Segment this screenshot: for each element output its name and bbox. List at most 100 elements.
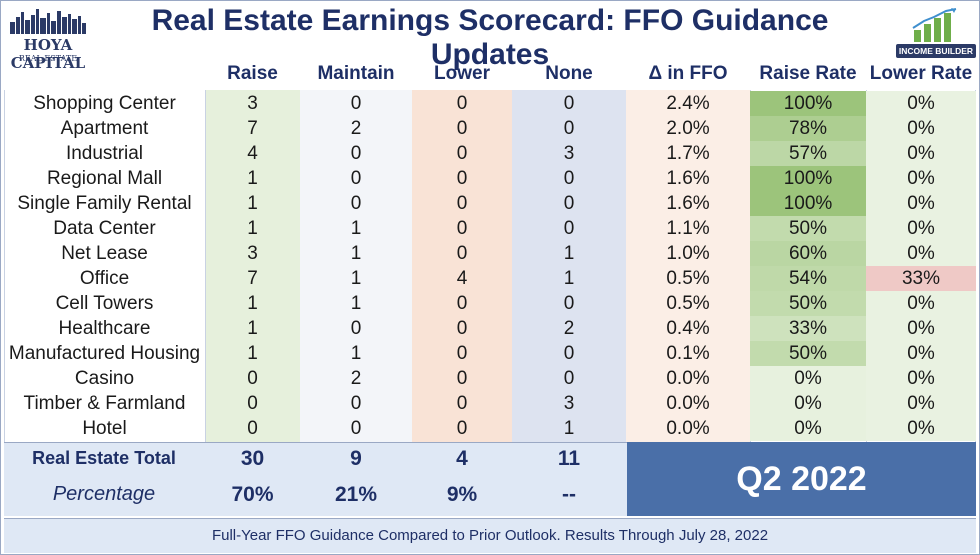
- raise-column-bg: [205, 90, 300, 442]
- cell-lower: 0: [456, 368, 468, 389]
- cell-delta: 0.0%: [666, 418, 710, 439]
- cell-none: 0: [563, 193, 575, 214]
- cell-maintain: 1: [350, 243, 362, 264]
- cell-raise-rate: 0%: [794, 393, 822, 414]
- cell-maintain: 1: [350, 293, 362, 314]
- cell-raise-rate: 100%: [783, 93, 833, 114]
- cell-maintain: 2: [350, 118, 362, 139]
- cell-raise-rate: 0%: [794, 368, 822, 389]
- cell-none: 1: [563, 243, 575, 264]
- lower-rate-shade: [866, 266, 976, 291]
- cell-none: 0: [563, 368, 575, 389]
- cell-none: 0: [563, 93, 575, 114]
- cell-raise: 3: [247, 93, 258, 114]
- cell-lower-rate: 0%: [907, 143, 935, 164]
- lower-rate-shade: [866, 116, 976, 141]
- cell-raise: 0: [247, 368, 258, 389]
- pct-none: --: [562, 483, 576, 506]
- cell-maintain: 2: [350, 368, 362, 389]
- cell-raise-rate: 78%: [788, 118, 828, 139]
- table-row: Hotel 0 0 0 1 0.0% 0% 0%: [0, 416, 976, 441]
- delta-column-bg: [626, 90, 750, 442]
- lower-rate-shade: [866, 391, 976, 416]
- cell-delta: 1.6%: [666, 168, 710, 189]
- lower-rate-shade: [866, 366, 976, 391]
- table-row: Regional Mall 1 0 0 0 1.6% 100% 0%: [0, 166, 976, 191]
- lower-rate-shade: [866, 91, 976, 116]
- cell-none: 3: [563, 143, 575, 164]
- cell-sector: Industrial: [65, 143, 144, 164]
- cell-lower-rate: 33%: [901, 268, 941, 289]
- cell-lower-rate: 0%: [907, 93, 935, 114]
- cell-raise: 1: [247, 168, 258, 189]
- cell-maintain: 0: [350, 143, 362, 164]
- cell-raise: 7: [247, 268, 258, 289]
- cell-raise-rate: 50%: [788, 218, 828, 239]
- cell-raise-rate: 57%: [788, 143, 828, 164]
- table-row: Timber & Farmland 0 0 0 3 0.0% 0% 0%: [0, 391, 976, 416]
- cell-lower: 0: [456, 293, 468, 314]
- cell-delta: 1.1%: [666, 218, 710, 239]
- cell-delta: 2.0%: [666, 118, 710, 139]
- cell-delta: 0.4%: [666, 318, 710, 339]
- lower-rate-shade: [866, 291, 976, 316]
- cell-raise-rate: 50%: [788, 343, 828, 364]
- cell-raise-rate: 33%: [788, 318, 828, 339]
- raise-rate-shade: [750, 91, 866, 116]
- raise-rate-shade: [750, 116, 866, 141]
- cell-lower: 0: [456, 168, 468, 189]
- cell-delta: 1.0%: [666, 243, 710, 264]
- header-lower-rate: Lower Rate: [869, 63, 973, 84]
- cell-lower-rate: 0%: [907, 318, 935, 339]
- cell-sector: Office: [79, 268, 130, 289]
- cell-maintain: 0: [350, 393, 362, 414]
- cell-maintain: 0: [350, 193, 362, 214]
- period-badge: Q2 2022: [627, 442, 976, 516]
- cell-raise-rate: 100%: [783, 168, 833, 189]
- cell-delta: 0.1%: [666, 343, 710, 364]
- cell-lower-rate: 0%: [907, 393, 935, 414]
- header-raise-rate: Raise Rate: [759, 63, 857, 84]
- hoya-capital-logo: HOYA CAPITAL REAL ESTATE: [8, 8, 88, 72]
- cell-lower: 0: [456, 218, 468, 239]
- lower-rate-shade: [866, 166, 976, 191]
- header-delta-ffo: Δ in FFO: [648, 63, 728, 84]
- cell-none: 0: [563, 118, 575, 139]
- logo-subtitle: REAL ESTATE: [18, 54, 78, 63]
- table-row: Shopping Center 3 0 0 0 2.4% 100% 0%: [0, 91, 976, 116]
- table-row: Single Family Rental 1 0 0 0 1.6% 100% 0%: [0, 191, 976, 216]
- total-lower: 4: [456, 447, 468, 470]
- cell-raise: 0: [247, 418, 258, 439]
- cell-raise: 7: [247, 118, 258, 139]
- cell-sector: Timber & Farmland: [23, 393, 186, 414]
- cell-lower-rate: 0%: [907, 118, 935, 139]
- header-none: None: [545, 63, 593, 84]
- lower-rate-shade: [866, 241, 976, 266]
- raise-rate-shade: [750, 216, 866, 241]
- cell-raise: 1: [247, 193, 258, 214]
- cell-delta: 0.5%: [666, 293, 710, 314]
- cell-maintain: 1: [350, 218, 362, 239]
- table-row: Data Center 1 1 0 0 1.1% 50% 0%: [0, 216, 976, 241]
- totals-panel: [4, 442, 627, 516]
- cell-sector: Hotel: [82, 418, 127, 439]
- table-row: Office 7 1 4 1 0.5% 54% 33%: [0, 266, 976, 291]
- header-lower: Lower: [434, 63, 490, 84]
- total-none: 11: [557, 447, 581, 470]
- cell-maintain: 0: [350, 318, 362, 339]
- cell-raise: 1: [247, 218, 258, 239]
- raise-rate-shade: [750, 416, 866, 441]
- cell-sector: Manufactured Housing: [8, 343, 201, 364]
- footer-note: Full-Year FFO Guidance Compared to Prior…: [4, 518, 976, 553]
- header-maintain: Maintain: [317, 63, 395, 84]
- cell-lower-rate: 0%: [907, 218, 935, 239]
- cell-none: 0: [563, 293, 575, 314]
- header-raise: Raise: [227, 63, 278, 84]
- income-builder-badge: INCOME BUILDER: [896, 6, 976, 60]
- table-row: Casino 0 2 0 0 0.0% 0% 0%: [0, 366, 976, 391]
- cell-maintain: 1: [350, 268, 362, 289]
- table-row: Manufactured Housing 1 1 0 0 0.1% 50% 0%: [0, 341, 976, 366]
- lower-column-bg: [412, 90, 512, 442]
- total-maintain: 9: [350, 447, 362, 470]
- raise-rate-shade: [750, 291, 866, 316]
